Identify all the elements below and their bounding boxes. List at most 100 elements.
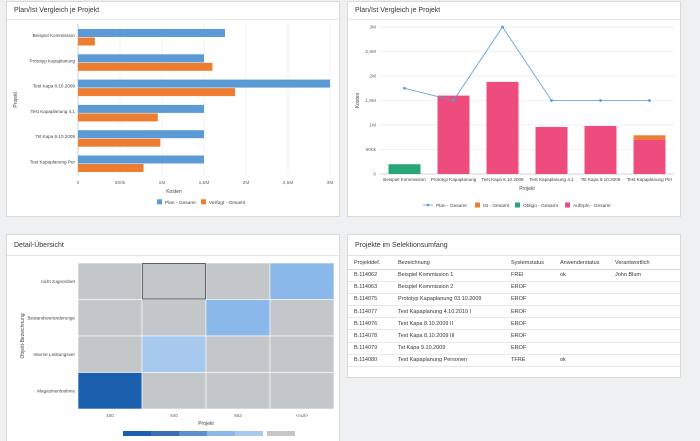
y-axis-title: Projekt: [13, 92, 19, 108]
cell-verantwortlich: [609, 305, 680, 319]
column-auftrpln: [584, 125, 617, 174]
legend-label-plan: Plan - Gesamt: [436, 203, 467, 209]
y-tick-label: Tst Kapa 9.10.2009: [35, 134, 75, 139]
cell-projektdef: B.114080: [348, 354, 392, 368]
cell-bezeichnung: Test Kapaplanung 4.10.2010 I: [392, 305, 505, 319]
cell-projektdef: B.114078: [348, 329, 392, 343]
legend-swatch-auftrpln: [565, 202, 570, 208]
cell-verantwortlich: [609, 317, 680, 331]
cell-verantwortlich: John Blum: [609, 269, 680, 282]
y-tick-label: 500k: [366, 147, 377, 153]
cell-projektdef: B.114079: [348, 342, 392, 355]
x-axis-title: Projekt: [198, 421, 214, 427]
cell-bezeichnung: Prototyp Kapaplanung 03.10.2009: [392, 293, 505, 307]
column-auftrpln: [535, 126, 568, 174]
y-tick-label: Interne Leistungsver: [33, 352, 75, 357]
bar-verfuegt: [78, 164, 144, 172]
x-tick-label: Test Kapaplanung 4.1: [529, 177, 574, 182]
heatmap-cell: [269, 335, 335, 373]
table-header-row: Projektdef. Bezeichnung Systemstatus Anw…: [348, 257, 680, 270]
table-row[interactable]: B.114077 Test Kapaplanung 4.10.2010 I EROF: [348, 305, 680, 319]
legend-label-plan: Plan - Gesamt: [165, 200, 196, 206]
column-header-projektdef[interactable]: Projektdef.: [348, 257, 392, 270]
y-tick-label: 1,5M: [365, 98, 376, 104]
x-tick-label: Tst Kapa 9.10.2009: [581, 177, 621, 182]
cell-anwenderstatus: [554, 293, 609, 307]
column-header-verantwortlich[interactable]: Verantwortlich: [609, 257, 680, 270]
table-row[interactable]: B.114080 Test Kapaplanung Personen TFRE ok: [348, 354, 680, 368]
cell-projektdef: B.114076: [348, 317, 392, 331]
cell-verantwortlich: [609, 281, 680, 294]
divider: [348, 19, 680, 20]
line-point-plan: [501, 25, 504, 29]
table-row[interactable]: B.114062 Beispiel Kommission 1 FREI ok John …: [348, 269, 680, 282]
table-row[interactable]: B.114078 Test Kapa 8.10.2009 III EROF: [348, 329, 680, 343]
heatmap-cell: [77, 372, 143, 410]
cell-bezeichnung: Test Kapa 8.10.2009 II: [392, 317, 505, 331]
cell-bezeichnung: Beispiel Kommission 2: [392, 281, 505, 294]
cell-projektdef: B.114075: [348, 293, 392, 307]
cell-systemstatus: EROF: [505, 342, 554, 355]
x-tick-label: Beispiel Kommission: [383, 177, 426, 182]
y-tick-label: Test Kapaplanung Per: [30, 160, 76, 165]
y-tick-label: Beispiel Kommission: [33, 33, 76, 38]
y-tick-label: nicht zugeordnet: [41, 279, 76, 284]
cell-bezeichnung: Test Kapaplanung Personen: [392, 354, 505, 368]
x-tick-label: 2M: [243, 180, 250, 186]
table-row[interactable]: B.114075 Prototyp Kapaplanung 03.10.2009 E…: [348, 293, 680, 307]
cell-systemstatus: TFRE: [505, 354, 554, 368]
x-tick-label: 500k: [115, 180, 126, 186]
heatmap-cell: [205, 262, 271, 300]
heatmap-cell: [205, 335, 271, 373]
cell-projektdef: B.114063: [348, 281, 392, 294]
x-tick-label: 1,5M: [199, 180, 210, 186]
x-tick-label: 3M: [327, 180, 334, 186]
cell-bezeichnung: Beispiel Kommission 1: [392, 269, 505, 282]
column-header-bezeichnung[interactable]: Bezeichnung: [392, 257, 505, 270]
table-row[interactable]: B.114079 Tst Kapa 9.10.2009 EROF: [348, 342, 680, 355]
cell-systemstatus: EROF: [505, 281, 554, 294]
x-tick-label: 840: [170, 413, 178, 418]
cell-anwenderstatus: [554, 342, 609, 355]
combo-chart: 0 500k 1M 1,5M 2M 2,5M 3M Beispiel Kommission Pr…: [355, 25, 674, 209]
x-tick-label: Test Kapaplanung Per: [627, 177, 673, 182]
heatmap-cell: [77, 299, 143, 337]
y-tick-label: 2,5M: [365, 49, 376, 55]
bar-plan: [78, 79, 330, 88]
line-point-plan: [452, 99, 455, 102]
cell-verantwortlich: [609, 329, 680, 343]
cell-projektdef: B.114062: [348, 269, 392, 282]
heatmap-cell: [141, 299, 207, 337]
column-header-anwenderstatus[interactable]: Anwenderstatus: [554, 257, 609, 270]
legend-label-obligo: Obligo - Gesamt: [523, 203, 559, 209]
cell-bezeichnung: Test Kapa 8.10.2009 III: [392, 329, 505, 343]
cell-anwenderstatus: ok: [554, 269, 609, 282]
card-title: Plan/Ist Vergleich je Projekt: [355, 7, 441, 14]
heatmap-cell: [205, 299, 271, 337]
cell-verantwortlich: [609, 354, 680, 368]
legend-scale-segment: [207, 431, 235, 436]
cell-anwenderstatus: ok: [554, 354, 609, 368]
line-point-plan: [599, 99, 602, 102]
x-tick-label: 2,5M: [283, 180, 294, 186]
column-auftrpln: [486, 81, 519, 174]
x-tick-label: 1M: [159, 180, 166, 186]
column-header-systemstatus[interactable]: Systemstatus: [505, 257, 554, 270]
card-title: Projekte im Selektionsumfang: [355, 242, 448, 249]
line-point-plan: [403, 86, 406, 90]
table-row[interactable]: B.114063 Beispiel Kommission 2 EROF: [348, 281, 680, 294]
cell-systemstatus: EROF: [505, 293, 554, 307]
heatmap-cell: [269, 299, 335, 337]
legend-swatch-plan-point: [426, 203, 430, 207]
bar-verfuegt: [78, 88, 236, 97]
legend-scale-segment: [179, 431, 207, 436]
cell-verantwortlich: [609, 342, 680, 355]
x-tick-label: <null>: [296, 413, 309, 418]
column-auftrpln: [437, 95, 470, 174]
cell-anwenderstatus: [554, 329, 609, 343]
projects-table: Projektdef. Bezeichnung Systemstatus Anw…: [348, 257, 680, 368]
table-row[interactable]: B.114076 Test Kapa 8.10.2009 II EROF: [348, 317, 680, 331]
cell-projektdef: B.114077: [348, 305, 392, 319]
column-ist: [633, 135, 666, 140]
card-title: Plan/Ist Vergleich je Projekt: [14, 7, 100, 14]
